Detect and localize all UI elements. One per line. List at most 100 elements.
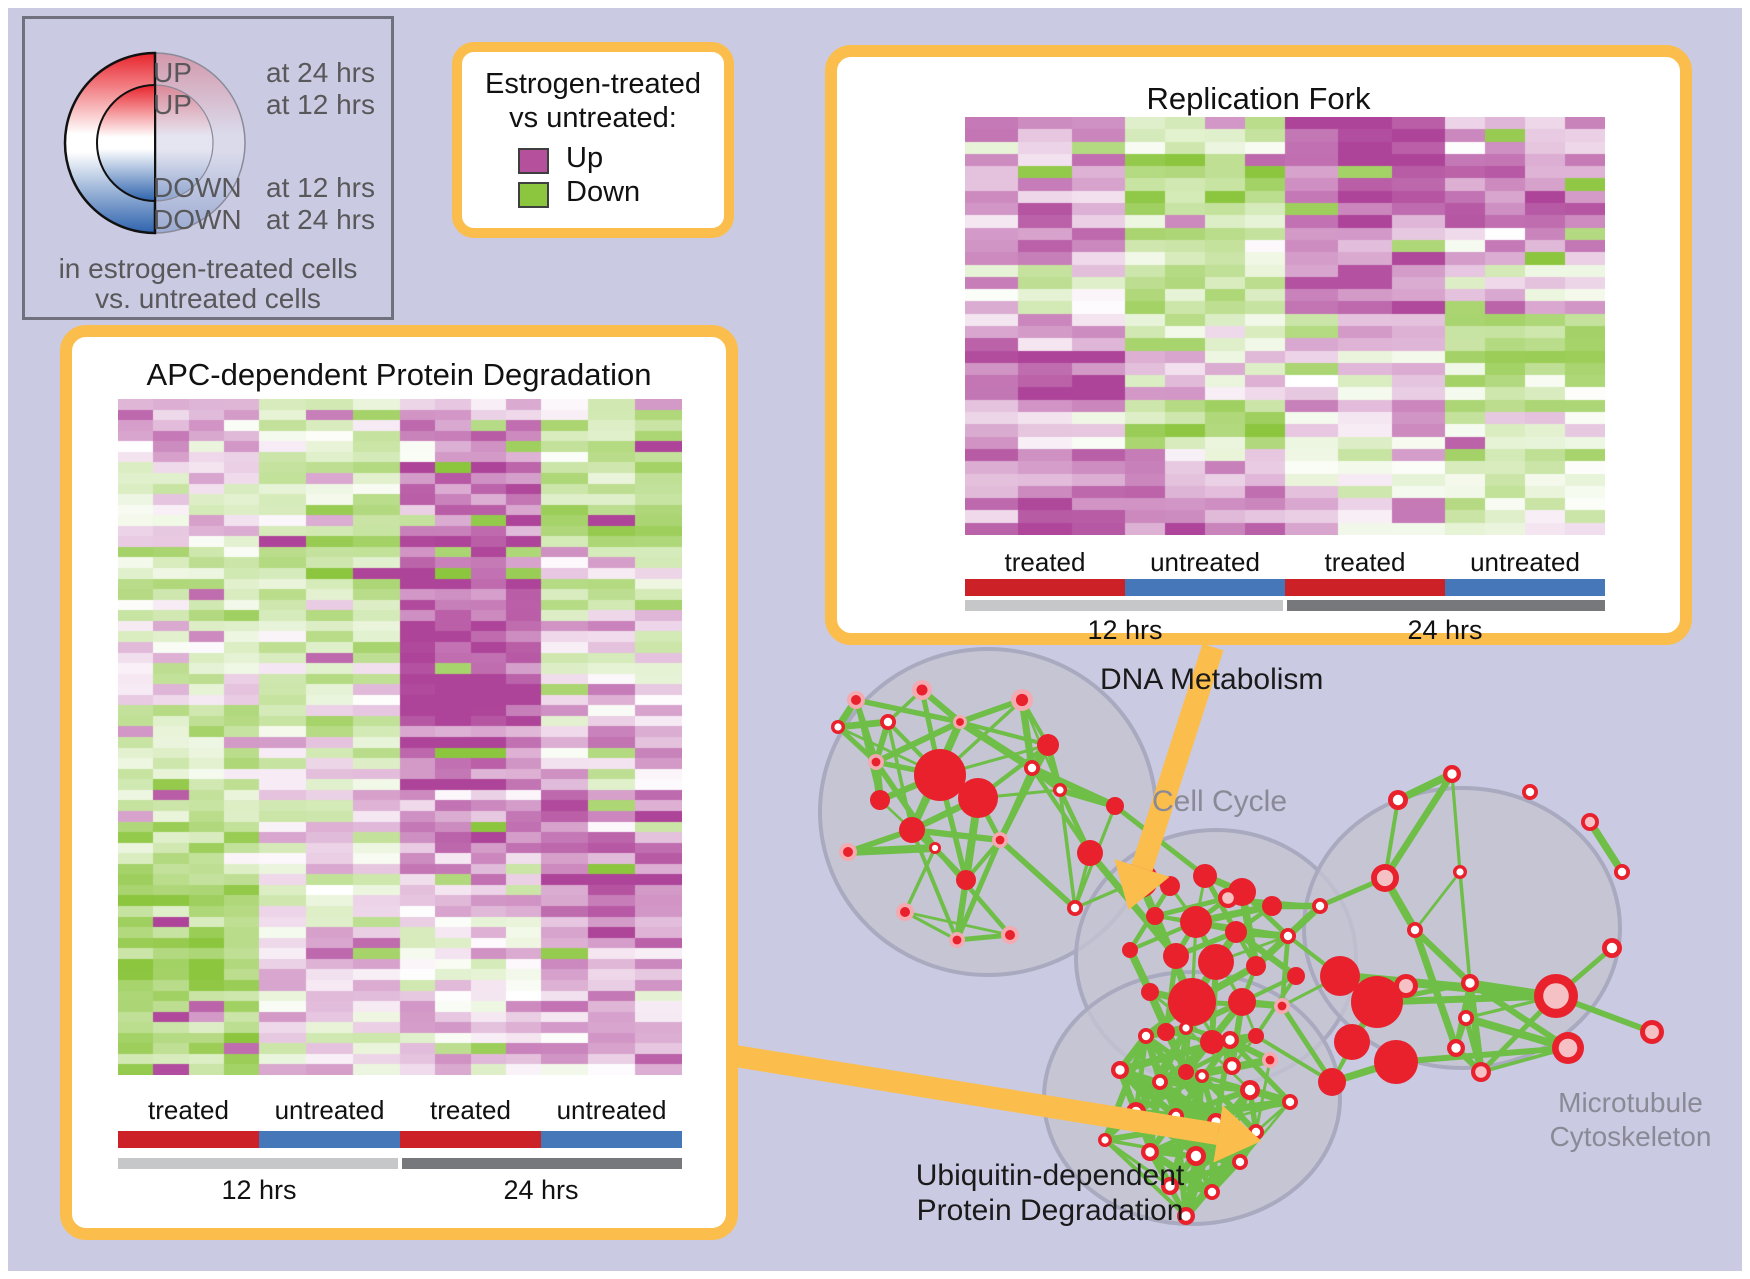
gene-node (1146, 907, 1164, 925)
network-bridge-edge (1376, 992, 1557, 1006)
gene-node-center (1315, 901, 1325, 911)
gene-node-center (1227, 1061, 1237, 1071)
gene-node (956, 870, 976, 890)
gene-node-center (1543, 983, 1569, 1009)
gene-node-center (1584, 816, 1596, 828)
updown-time: at 24 hrs (266, 204, 375, 235)
network-edge (1183, 1155, 1199, 1217)
apc-cond-label-treated-24: treated (430, 1095, 511, 1125)
network-edge (1134, 1073, 1204, 1115)
gene-node (899, 817, 925, 843)
gene-node-center (1198, 1072, 1206, 1080)
updown-caption-line1: in estrogen-treated cells (58, 253, 358, 284)
updown-time: at 24 hrs (266, 57, 375, 88)
gene-node-center (834, 723, 842, 731)
gene-node (1318, 1068, 1346, 1096)
gene-node-center (1461, 1013, 1471, 1023)
gene-node-center (1101, 1136, 1109, 1144)
gene-node (851, 695, 861, 705)
updown-direction: UP (153, 89, 192, 120)
gene-node (1015, 693, 1029, 707)
rf-time-label-12hrs: 12 hrs (1087, 615, 1163, 645)
cluster-label-text: Ubiquitin-dependent (915, 1159, 1185, 1192)
rf-untreated-bar-24 (1445, 579, 1605, 596)
cluster-label-cell-cycle: Cell Cycle (1152, 784, 1372, 819)
network-edge (1030, 766, 1092, 855)
replication-fork-title: Replication Fork (1146, 81, 1371, 116)
gene-node (1168, 978, 1216, 1026)
gene-node-center (1225, 1035, 1235, 1045)
gene-node (1320, 956, 1360, 996)
gene-node (1246, 956, 1266, 976)
gene-node (1077, 840, 1103, 866)
gene-node-center (1645, 1025, 1659, 1039)
network-edge (1382, 772, 1455, 880)
gene-node-center (1399, 979, 1413, 993)
gene-node-center (1235, 1157, 1245, 1167)
cluster-label-text: DNA Metabolism (1100, 663, 1324, 696)
network-edge (903, 847, 937, 913)
rf-24hrs-bar (1287, 600, 1605, 611)
rf-untreated-bar-12 (1125, 579, 1285, 596)
rf-treated-bar-24 (1285, 579, 1445, 596)
up-label: Up (566, 142, 604, 174)
gene-node-center (1456, 868, 1464, 876)
gene-node (1141, 983, 1159, 1001)
network-edge (1458, 871, 1472, 984)
gene-node (1178, 1064, 1194, 1080)
network-edge (837, 718, 889, 731)
gene-node (1200, 1030, 1224, 1054)
network-edge (959, 720, 1049, 747)
gene-node (1228, 988, 1256, 1016)
rf-time-label-24hrs: 24 hrs (1407, 615, 1483, 645)
network-edge (953, 879, 970, 941)
network-edge (1279, 1004, 1335, 1084)
network-edge (957, 718, 1035, 772)
network-edge (1412, 927, 1473, 986)
network-edge (904, 910, 958, 942)
cluster-label-text: Protein Degradation (916, 1194, 1184, 1227)
gene-node (1225, 921, 1247, 943)
gene-node-center (1070, 903, 1080, 913)
cluster-label-text: Microtubule (1558, 1087, 1703, 1118)
gene-node (871, 757, 881, 767)
updown-row: DOWN at 12 hrs (25, 172, 391, 204)
gene-node-center (1558, 1038, 1578, 1058)
network-edge (1168, 1158, 1242, 1190)
gene-node-center (1475, 1066, 1487, 1078)
gene-node (1334, 1024, 1370, 1060)
connector-arrow-head (1213, 1105, 1262, 1163)
color-key-title-line1: Estrogen-treated (484, 68, 701, 100)
gene-node-center (931, 844, 939, 852)
network-edge (1199, 1073, 1259, 1135)
gene-node (1005, 930, 1015, 940)
up-color-swatch (518, 148, 549, 174)
updown-direction: DOWN (153, 172, 242, 203)
rf-cond-label-untreated-24: untreated (1470, 547, 1580, 577)
gene-node-center (1465, 978, 1475, 988)
gene-node-center (1617, 867, 1627, 877)
rf-cond-label-untreated-12: untreated (1150, 547, 1260, 577)
updown-time: at 12 hrs (266, 172, 375, 203)
gene-node (1180, 906, 1212, 938)
gene-node (1277, 1001, 1287, 1011)
gene-node (995, 835, 1005, 845)
gene-node (1248, 1028, 1264, 1044)
network-edge (1103, 1138, 1188, 1218)
gene-node (1374, 1040, 1418, 1084)
apc-24hrs-bar (402, 1158, 682, 1169)
network-edge (1030, 764, 1117, 810)
gene-node (916, 684, 928, 696)
gene-node (1122, 942, 1138, 958)
network-edge (1464, 1014, 1570, 1052)
gene-node-center (1056, 786, 1064, 794)
connector-arrow-shaft (1131, 643, 1224, 872)
gene-node-center (1207, 1187, 1217, 1197)
gene-node (914, 749, 966, 801)
cluster-label-microtubule-cytoskeleton: Microtubule Cytoskeleton (1528, 1086, 1733, 1154)
gene-node-center (1181, 1211, 1191, 1221)
gene-node-center (1392, 794, 1404, 806)
network-edge (847, 844, 936, 856)
